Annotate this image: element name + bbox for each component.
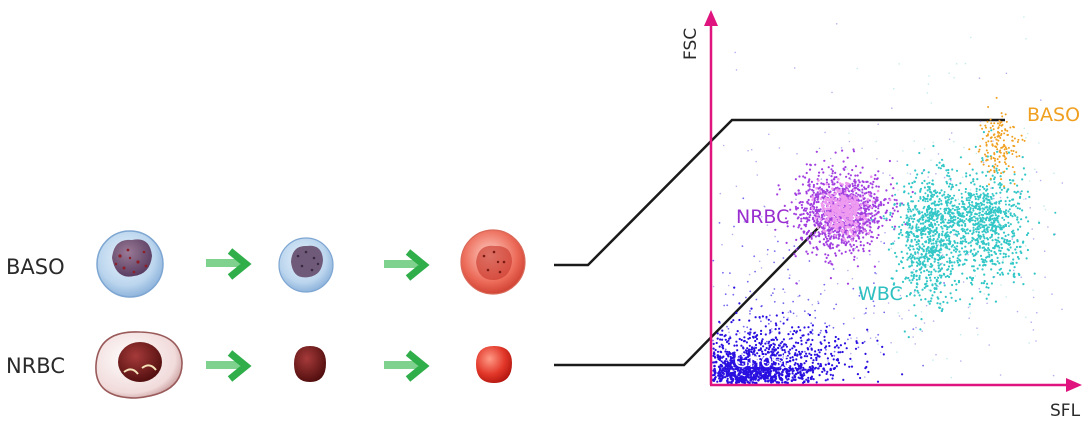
nrbc-cell-icon (95, 331, 183, 399)
nrbc-red-nucleus-icon (476, 346, 512, 383)
basophil-partial-lysed-icon (278, 237, 334, 293)
green-arrow-icon (206, 350, 252, 382)
x-axis-arrow-icon (1066, 378, 1082, 392)
green-arrow-icon (206, 248, 252, 280)
y-axis-label: FSC (681, 28, 701, 60)
green-arrow-icon (384, 350, 430, 382)
row-label-baso: BASO (6, 255, 65, 279)
y-axis-arrow-icon (704, 10, 718, 26)
row-label-nrbc: NRBC (6, 354, 65, 378)
nrbc-nucleus-icon (294, 346, 326, 382)
cluster-label-nrbc: NRBC (736, 206, 789, 228)
plot-axes (704, 10, 1082, 392)
nrbc-connector-line (554, 225, 821, 367)
basophil-lysed-red-icon (460, 229, 526, 295)
cluster-label-baso: BASO (1027, 104, 1080, 126)
baso-connector-line (554, 118, 1005, 267)
scatter-plot (711, 16, 1064, 385)
x-axis-label: SFL (1050, 401, 1081, 421)
cluster-label-wbc: WBC (858, 283, 903, 305)
cluster-label-ghost: Ghost (734, 350, 790, 372)
basophil-cell-icon (96, 230, 164, 298)
green-arrow-icon (384, 249, 430, 281)
